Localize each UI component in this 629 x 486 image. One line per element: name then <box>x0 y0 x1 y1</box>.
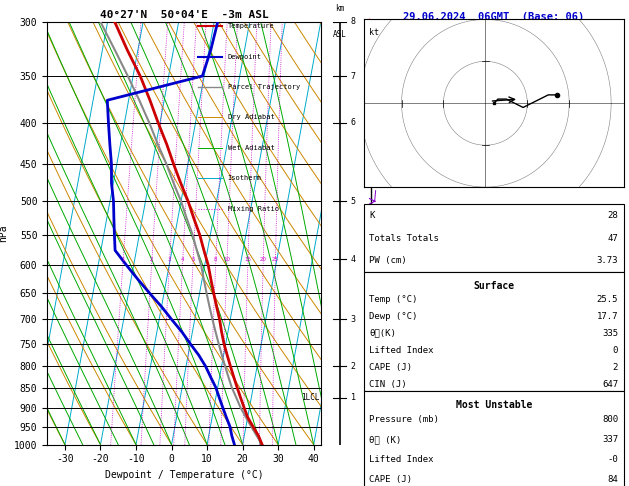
Text: 337: 337 <box>602 435 618 444</box>
Text: kt: kt <box>369 28 379 37</box>
Text: Dewp (°C): Dewp (°C) <box>369 312 418 321</box>
Y-axis label: hPa: hPa <box>0 225 8 242</box>
Text: K: K <box>369 211 375 220</box>
Text: 47: 47 <box>608 234 618 243</box>
Bar <box>364 391 623 486</box>
Text: Pressure (mb): Pressure (mb) <box>369 415 439 424</box>
X-axis label: Dewpoint / Temperature (°C): Dewpoint / Temperature (°C) <box>104 470 264 480</box>
Bar <box>364 272 623 391</box>
Text: 5: 5 <box>191 257 194 262</box>
Text: 2: 2 <box>613 363 618 372</box>
Text: 800: 800 <box>602 415 618 424</box>
Text: 3: 3 <box>167 257 171 262</box>
Text: 2: 2 <box>150 257 153 262</box>
Text: θᴄ(K): θᴄ(K) <box>369 329 396 338</box>
Text: Temp (°C): Temp (°C) <box>369 295 418 304</box>
Text: 29.06.2024  06GMT  (Base: 06): 29.06.2024 06GMT (Base: 06) <box>403 12 584 22</box>
Text: PW (cm): PW (cm) <box>369 256 407 265</box>
Text: CAPE (J): CAPE (J) <box>369 475 413 484</box>
Text: Temperature: Temperature <box>228 23 274 29</box>
Text: 3.73: 3.73 <box>597 256 618 265</box>
Text: 25.5: 25.5 <box>597 295 618 304</box>
Text: Dry Adiabat: Dry Adiabat <box>228 114 274 121</box>
Text: 1LCL: 1LCL <box>301 393 320 402</box>
Text: 84: 84 <box>608 475 618 484</box>
Text: 1: 1 <box>121 257 125 262</box>
Text: Surface: Surface <box>473 281 515 291</box>
Text: Most Unstable: Most Unstable <box>455 400 532 410</box>
Text: 20: 20 <box>260 257 267 262</box>
Text: 4: 4 <box>181 257 184 262</box>
Text: 5: 5 <box>351 197 355 206</box>
Text: -0: -0 <box>608 455 618 464</box>
Text: Wet Adiabat: Wet Adiabat <box>228 145 274 151</box>
Text: 8: 8 <box>214 257 218 262</box>
Text: CAPE (J): CAPE (J) <box>369 363 413 372</box>
Text: 0: 0 <box>613 346 618 355</box>
Text: Totals Totals: Totals Totals <box>369 234 439 243</box>
Text: θᴄ (K): θᴄ (K) <box>369 435 401 444</box>
Title: 40°27'N  50°04'E  -3m ASL: 40°27'N 50°04'E -3m ASL <box>99 10 269 20</box>
Text: 647: 647 <box>602 380 618 389</box>
Text: 10: 10 <box>223 257 230 262</box>
Text: CIN (J): CIN (J) <box>369 380 407 389</box>
Text: 15: 15 <box>244 257 252 262</box>
Text: Lifted Index: Lifted Index <box>369 455 434 464</box>
Text: km: km <box>335 4 344 14</box>
Text: 1: 1 <box>351 393 355 402</box>
Text: Dewpoint: Dewpoint <box>228 53 262 60</box>
Text: 8: 8 <box>351 17 355 26</box>
Text: 25: 25 <box>272 257 279 262</box>
Text: Mixing Ratio: Mixing Ratio <box>228 206 279 212</box>
Text: Parcel Trajectory: Parcel Trajectory <box>228 84 300 90</box>
Text: 17.7: 17.7 <box>597 312 618 321</box>
Text: 28: 28 <box>608 211 618 220</box>
Text: 335: 335 <box>602 329 618 338</box>
Text: Isotherm: Isotherm <box>228 175 262 181</box>
Text: 3: 3 <box>351 315 355 324</box>
Text: ASL: ASL <box>333 30 347 39</box>
Text: 6: 6 <box>351 119 355 127</box>
Bar <box>364 204 623 272</box>
Text: 7: 7 <box>351 71 355 81</box>
Text: 2: 2 <box>351 362 355 371</box>
Text: Lifted Index: Lifted Index <box>369 346 434 355</box>
Text: 4: 4 <box>351 255 355 264</box>
